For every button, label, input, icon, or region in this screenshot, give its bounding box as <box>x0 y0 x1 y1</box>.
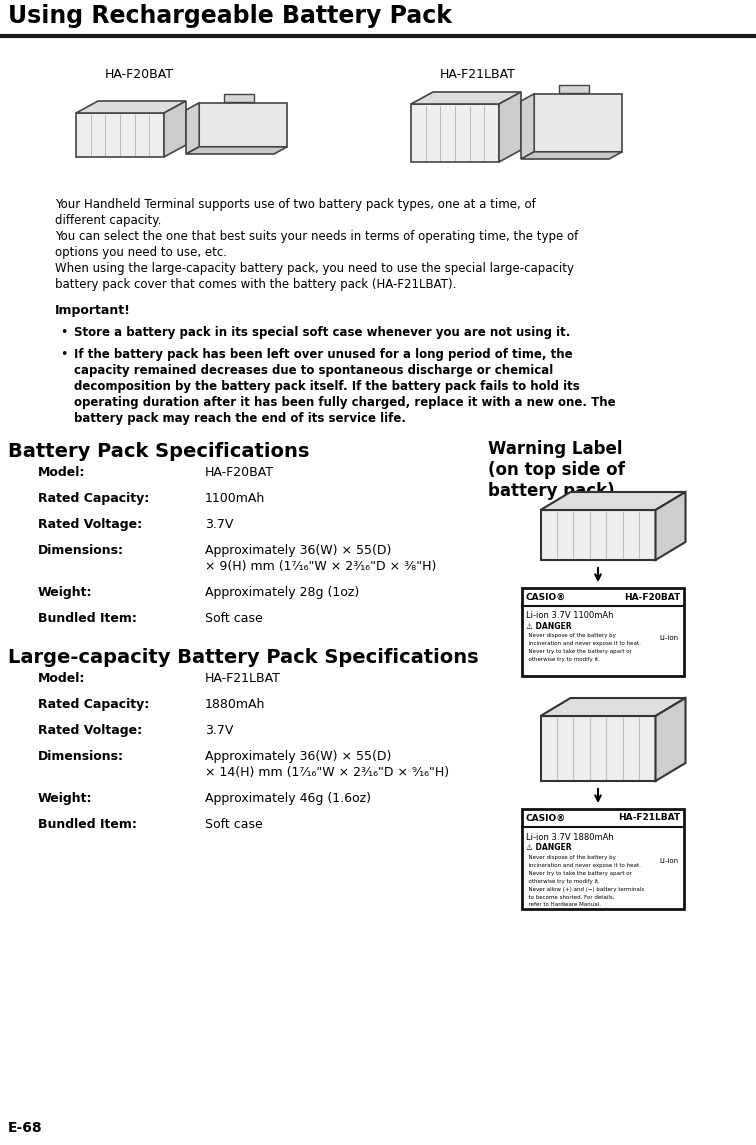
Text: incineration and never expose it to heat.: incineration and never expose it to heat… <box>525 862 641 868</box>
Text: Dimensions:: Dimensions: <box>38 750 124 763</box>
Text: Soft case: Soft case <box>205 818 263 831</box>
Text: Battery Pack Specifications: Battery Pack Specifications <box>8 442 309 461</box>
Polygon shape <box>411 92 521 104</box>
Text: Weight:: Weight: <box>38 586 92 599</box>
Text: capacity remained decreases due to spontaneous discharge or chemical: capacity remained decreases due to spont… <box>74 364 553 377</box>
Text: HA-F21LBAT: HA-F21LBAT <box>440 68 516 81</box>
Text: •: • <box>60 326 67 339</box>
Text: Weight:: Weight: <box>38 792 92 805</box>
Text: HA-F20BAT: HA-F20BAT <box>105 68 174 81</box>
Text: Warning Label: Warning Label <box>488 440 622 458</box>
Text: Never dispose of the battery by: Never dispose of the battery by <box>525 633 616 639</box>
Text: Li-ion 3.7V 1880mAh: Li-ion 3.7V 1880mAh <box>526 832 614 842</box>
Polygon shape <box>224 94 254 102</box>
Text: (on top side of: (on top side of <box>488 461 625 479</box>
Text: decomposition by the battery pack itself. If the battery pack fails to hold its: decomposition by the battery pack itself… <box>74 380 580 393</box>
Text: battery pack cover that comes with the battery pack (HA-F21LBAT).: battery pack cover that comes with the b… <box>55 278 457 291</box>
Text: to become shorted. For details,: to become shorted. For details, <box>525 894 615 900</box>
Text: Never allow (+) and (−) battery terminals: Never allow (+) and (−) battery terminal… <box>525 886 644 892</box>
Text: 3.7V: 3.7V <box>205 724 234 737</box>
Text: Li-ion 3.7V 1100mAh: Li-ion 3.7V 1100mAh <box>526 611 614 621</box>
Text: Approximately 36(W) × 55(D): Approximately 36(W) × 55(D) <box>205 750 392 763</box>
Text: Never try to take the battery apart or: Never try to take the battery apart or <box>525 649 632 655</box>
Polygon shape <box>186 147 287 153</box>
Text: Using Rechargeable Battery Pack: Using Rechargeable Battery Pack <box>8 3 452 27</box>
Text: incineration and never expose it to heat.: incineration and never expose it to heat… <box>525 641 641 647</box>
Text: Soft case: Soft case <box>205 611 263 625</box>
Text: Never dispose of the battery by: Never dispose of the battery by <box>525 854 616 860</box>
Text: Li-ion: Li-ion <box>660 635 679 641</box>
Polygon shape <box>655 492 686 560</box>
Text: Your Handheld Terminal supports use of two battery pack types, one at a time, of: Your Handheld Terminal supports use of t… <box>55 198 536 211</box>
Text: If the battery pack has been left over unused for a long period of time, the: If the battery pack has been left over u… <box>74 348 572 361</box>
Text: different capacity.: different capacity. <box>55 214 161 227</box>
Text: Bundled Item:: Bundled Item: <box>38 611 137 625</box>
Polygon shape <box>541 510 655 560</box>
Text: Bundled Item:: Bundled Item: <box>38 818 137 831</box>
Text: Rated Voltage:: Rated Voltage: <box>38 724 142 737</box>
Text: battery pack): battery pack) <box>488 482 615 500</box>
Text: Li-ion: Li-ion <box>660 858 679 864</box>
Text: E-68: E-68 <box>8 1121 42 1135</box>
Text: otherwise try to modify it.: otherwise try to modify it. <box>525 657 600 663</box>
Text: Never try to take the battery apart or: Never try to take the battery apart or <box>525 870 632 876</box>
Polygon shape <box>76 101 186 113</box>
Text: refer to Hardware Manual.: refer to Hardware Manual. <box>525 902 601 908</box>
Polygon shape <box>199 103 287 147</box>
Text: When using the large-capacity battery pack, you need to use the special large-ca: When using the large-capacity battery pa… <box>55 262 574 275</box>
Text: 1880mAh: 1880mAh <box>205 698 265 711</box>
Bar <box>522 589 684 676</box>
Text: •: • <box>60 348 67 361</box>
Text: × 9(H) mm (1⁷⁄₁₆"W × 2³⁄₁₆"D × ³⁄₈"H): × 9(H) mm (1⁷⁄₁₆"W × 2³⁄₁₆"D × ³⁄₈"H) <box>205 560 436 572</box>
Text: Approximately 46g (1.6oz): Approximately 46g (1.6oz) <box>205 792 371 805</box>
Text: Large-capacity Battery Pack Specifications: Large-capacity Battery Pack Specificatio… <box>8 648 479 668</box>
Polygon shape <box>541 698 686 716</box>
Polygon shape <box>186 103 199 153</box>
Text: CASIO®: CASIO® <box>526 592 566 601</box>
Text: You can select the one that best suits your needs in terms of operating time, th: You can select the one that best suits y… <box>55 230 578 243</box>
Text: otherwise try to modify it.: otherwise try to modify it. <box>525 878 600 884</box>
Polygon shape <box>534 94 622 152</box>
Text: Model:: Model: <box>38 466 85 479</box>
Text: Rated Capacity:: Rated Capacity: <box>38 698 149 711</box>
Text: ⚠ DANGER: ⚠ DANGER <box>526 622 572 631</box>
Text: CASIO®: CASIO® <box>526 813 566 822</box>
Text: Rated Voltage:: Rated Voltage: <box>38 518 142 531</box>
Text: ⚠ DANGER: ⚠ DANGER <box>526 843 572 852</box>
Polygon shape <box>76 113 164 157</box>
Polygon shape <box>541 716 655 781</box>
Text: Approximately 28g (1oz): Approximately 28g (1oz) <box>205 586 359 599</box>
Bar <box>522 810 684 909</box>
Text: Model:: Model: <box>38 672 85 685</box>
Polygon shape <box>499 92 521 161</box>
Text: × 14(H) mm (1⁷⁄₁₆"W × 2³⁄₁₆"D × ⁹⁄₁₆"H): × 14(H) mm (1⁷⁄₁₆"W × 2³⁄₁₆"D × ⁹⁄₁₆"H) <box>205 766 449 779</box>
Polygon shape <box>164 101 186 157</box>
Text: 3.7V: 3.7V <box>205 518 234 531</box>
Text: Rated Capacity:: Rated Capacity: <box>38 492 149 505</box>
Text: Important!: Important! <box>55 305 131 317</box>
Text: HA-F21LBAT: HA-F21LBAT <box>205 672 281 685</box>
Text: Store a battery pack in its special soft case whenever you are not using it.: Store a battery pack in its special soft… <box>74 326 570 339</box>
Polygon shape <box>411 104 499 161</box>
Polygon shape <box>559 85 589 93</box>
Text: battery pack may reach the end of its service life.: battery pack may reach the end of its se… <box>74 412 406 425</box>
Polygon shape <box>541 492 686 510</box>
Text: HA-F20BAT: HA-F20BAT <box>205 466 274 479</box>
Polygon shape <box>521 94 534 159</box>
Text: operating duration after it has been fully charged, replace it with a new one. T: operating duration after it has been ful… <box>74 396 615 409</box>
Text: HA-F21LBAT: HA-F21LBAT <box>618 813 680 822</box>
Text: HA-F20BAT: HA-F20BAT <box>624 592 680 601</box>
Polygon shape <box>655 698 686 781</box>
Text: options you need to use, etc.: options you need to use, etc. <box>55 246 227 259</box>
Text: Approximately 36(W) × 55(D): Approximately 36(W) × 55(D) <box>205 544 392 556</box>
Text: Dimensions:: Dimensions: <box>38 544 124 556</box>
Polygon shape <box>521 152 622 159</box>
Text: 1100mAh: 1100mAh <box>205 492 265 505</box>
